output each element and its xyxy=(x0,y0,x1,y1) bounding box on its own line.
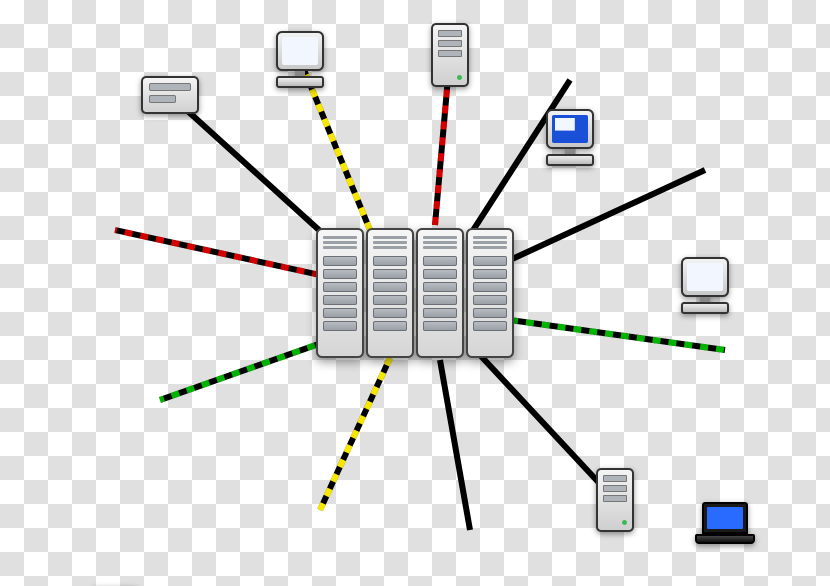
monitor xyxy=(546,109,594,149)
server-rack xyxy=(466,228,514,358)
server-tower-icon xyxy=(596,468,634,532)
drive-bay xyxy=(603,495,627,502)
connection-under xyxy=(160,340,330,400)
drive-slot xyxy=(149,95,176,103)
laptop-lid xyxy=(702,502,748,534)
monitor xyxy=(276,31,324,71)
drive-bay xyxy=(438,50,462,57)
power-led xyxy=(457,75,462,80)
laptop-deck xyxy=(695,534,755,544)
connection-solid xyxy=(440,360,470,530)
server-rack xyxy=(366,228,414,358)
drive-slot xyxy=(149,83,191,91)
workstation-icon xyxy=(141,76,199,114)
drive-bay xyxy=(603,485,627,492)
desktop-computer-icon xyxy=(542,109,598,167)
desktop-base xyxy=(681,302,729,314)
connection-solid xyxy=(480,355,615,500)
connection-solid xyxy=(510,170,705,260)
drive-bay xyxy=(438,30,462,37)
monitor xyxy=(681,257,729,297)
power-led xyxy=(622,520,627,525)
drive-bay xyxy=(438,40,462,47)
server-rack xyxy=(316,228,364,358)
screen xyxy=(282,37,318,65)
diagram-stage xyxy=(0,0,830,586)
desktop-computer-icon xyxy=(677,257,733,315)
laptop-icon xyxy=(695,502,755,546)
drive-bay xyxy=(603,475,627,482)
desktop-base xyxy=(276,76,324,88)
desktop-computer-icon xyxy=(272,31,328,89)
screen xyxy=(707,507,743,529)
server-tower-icon xyxy=(431,23,469,87)
server-rack-hub xyxy=(316,228,514,358)
screen xyxy=(552,115,588,143)
server-rack xyxy=(416,228,464,358)
desktop-base xyxy=(546,154,594,166)
screen xyxy=(687,263,723,291)
connection-solid xyxy=(170,95,330,240)
